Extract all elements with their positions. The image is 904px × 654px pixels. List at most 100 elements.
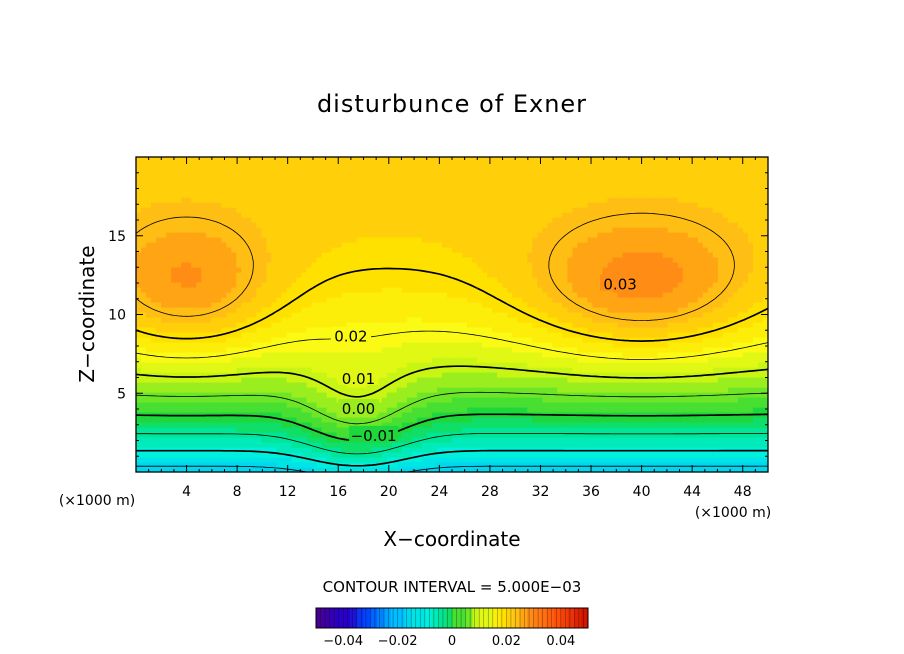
field-cell	[502, 362, 508, 368]
field-cell	[436, 227, 443, 233]
field-cell	[271, 222, 278, 228]
field-cell	[201, 232, 207, 238]
field-cell	[406, 417, 413, 423]
field-cell	[391, 177, 398, 183]
field-cell	[291, 202, 298, 208]
field-cell	[326, 172, 333, 178]
field-cell	[251, 377, 257, 383]
field-cell	[161, 287, 167, 293]
field-cell	[457, 187, 463, 193]
field-cell	[221, 322, 227, 328]
field-cell	[256, 237, 262, 243]
field-cell	[411, 287, 418, 293]
field-cell	[201, 262, 207, 268]
field-cell	[221, 247, 227, 253]
field-cell	[276, 177, 283, 183]
field-cell	[316, 417, 323, 423]
field-cell	[291, 242, 298, 248]
field-cell	[346, 387, 353, 393]
field-cell	[396, 437, 403, 443]
field-cell	[467, 377, 473, 383]
field-cell	[487, 267, 493, 273]
field-cell	[226, 187, 232, 193]
field-cell	[256, 457, 262, 463]
field-cell	[436, 252, 443, 258]
field-cell	[477, 182, 483, 188]
field-cell	[336, 187, 343, 193]
field-cell	[507, 442, 513, 448]
field-cell	[151, 352, 157, 358]
field-cell	[291, 197, 298, 203]
field-cell	[321, 317, 328, 323]
field-cell	[281, 412, 288, 418]
field-cell	[171, 242, 177, 248]
field-cell	[191, 272, 197, 278]
field-cell	[136, 407, 142, 413]
field-cell	[266, 192, 273, 198]
field-cell	[186, 297, 192, 303]
field-cell	[161, 312, 167, 318]
field-cell	[296, 427, 303, 433]
field-cell	[487, 302, 493, 308]
field-cell	[386, 277, 393, 283]
field-cell	[136, 287, 142, 293]
field-cell	[166, 182, 172, 188]
field-cell	[261, 362, 268, 368]
field-cell	[416, 467, 423, 472]
field-cell	[166, 237, 172, 243]
field-cell	[206, 342, 212, 348]
field-cell	[321, 442, 328, 448]
field-cell	[331, 217, 338, 223]
field-cell	[477, 202, 483, 208]
field-cell	[351, 297, 358, 303]
field-cell	[462, 282, 468, 288]
field-cell	[457, 267, 463, 273]
field-cell	[211, 397, 217, 403]
field-cell	[406, 332, 413, 338]
field-cell	[391, 187, 398, 193]
field-cell	[356, 282, 363, 288]
field-cell	[426, 467, 433, 472]
field-cell	[181, 362, 187, 368]
field-cell	[221, 317, 227, 323]
field-cell	[216, 262, 222, 268]
field-cell	[211, 257, 217, 263]
field-cell	[156, 447, 162, 453]
field-cell	[371, 322, 378, 328]
field-cell	[472, 302, 478, 308]
field-cell	[216, 337, 222, 343]
field-cell	[326, 387, 333, 393]
field-cell	[436, 217, 443, 223]
field-cell	[186, 387, 192, 393]
field-cell	[151, 227, 157, 233]
field-cell	[136, 202, 142, 208]
field-cell	[251, 457, 257, 463]
field-cell	[326, 217, 333, 223]
field-cell	[221, 202, 227, 208]
field-cell	[326, 447, 333, 453]
field-cell	[472, 252, 478, 258]
field-cell	[196, 357, 202, 363]
field-cell	[141, 237, 147, 243]
field-cell	[431, 177, 438, 183]
field-cell	[527, 392, 533, 398]
field-cell	[452, 182, 458, 188]
field-cell	[441, 432, 448, 438]
field-cell	[181, 332, 187, 338]
field-cell	[266, 392, 273, 398]
field-cell	[416, 207, 423, 213]
field-cell	[251, 337, 257, 343]
field-cell	[136, 162, 142, 168]
field-cell	[301, 397, 308, 403]
field-cell	[477, 317, 483, 323]
field-cell	[176, 427, 182, 433]
field-cell	[522, 372, 528, 378]
field-cell	[376, 177, 383, 183]
field-cell	[386, 227, 393, 233]
field-cell	[156, 317, 162, 323]
field-cell	[386, 307, 393, 313]
field-cell	[231, 422, 237, 428]
field-cell	[522, 312, 528, 318]
field-cell	[261, 372, 268, 378]
field-cell	[276, 387, 283, 393]
